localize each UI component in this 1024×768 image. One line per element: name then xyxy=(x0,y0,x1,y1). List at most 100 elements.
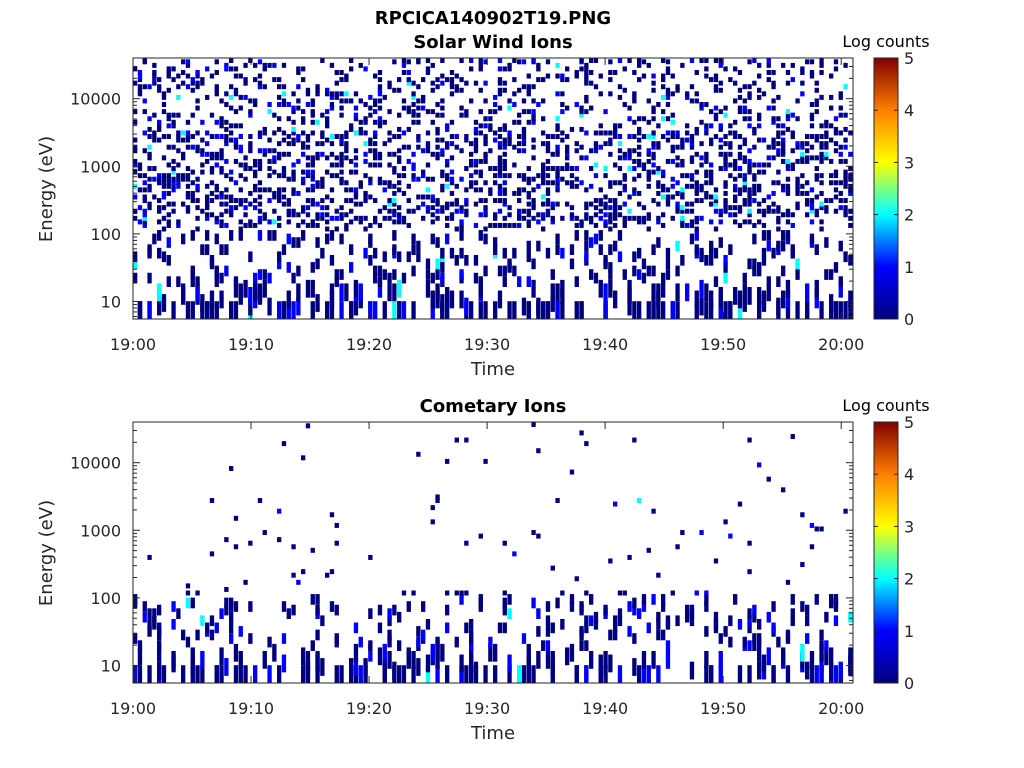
heatmap-cell xyxy=(377,622,383,634)
heatmap-cell xyxy=(517,134,522,140)
heatmap-cell xyxy=(286,176,291,182)
heatmap-cell xyxy=(829,94,834,100)
heatmap-cell xyxy=(699,187,704,193)
heatmap-cell xyxy=(281,173,287,179)
heatmap-cell xyxy=(214,183,219,189)
heatmap-cell xyxy=(142,84,147,90)
heatmap-cell xyxy=(848,166,853,172)
heatmap-cell xyxy=(632,633,637,644)
heatmap-cell xyxy=(305,650,311,669)
heatmap-cell xyxy=(704,151,709,157)
heatmap-cell xyxy=(257,162,263,168)
heatmap-cell xyxy=(569,258,575,270)
heatmap-cell xyxy=(800,144,805,150)
heatmap-cell xyxy=(358,665,363,683)
heatmap-cell xyxy=(445,222,450,228)
heatmap-cell xyxy=(694,98,699,104)
heatmap-cell xyxy=(608,198,613,204)
heatmap-cell xyxy=(709,176,714,182)
heatmap-cell xyxy=(550,151,555,157)
heatmap-cell xyxy=(545,201,551,207)
heatmap-cell xyxy=(795,201,800,207)
heatmap-cell xyxy=(286,116,291,122)
heatmap-cell xyxy=(637,173,642,179)
heatmap-cell xyxy=(661,134,666,140)
heatmap-cell xyxy=(464,208,469,214)
heatmap-cell xyxy=(766,105,771,111)
x-tick-label: 19:50 xyxy=(700,335,746,354)
heatmap-cell xyxy=(243,77,248,83)
heatmap-cell xyxy=(301,180,306,186)
heatmap-cell xyxy=(747,569,752,575)
heatmap-cell xyxy=(181,201,186,207)
heatmap-cell xyxy=(459,87,464,93)
heatmap-cell xyxy=(598,130,603,136)
heatmap-cell xyxy=(512,58,517,63)
heatmap-cell xyxy=(521,665,527,683)
heatmap-cell xyxy=(344,91,349,97)
heatmap-cell xyxy=(589,201,594,207)
heatmap-cell xyxy=(536,533,541,539)
heatmap-cell xyxy=(334,155,339,161)
heatmap-cell xyxy=(421,173,426,179)
heatmap-cell xyxy=(176,183,181,189)
heatmap-cell xyxy=(425,58,431,63)
heatmap-cell xyxy=(824,640,829,651)
heatmap-cell xyxy=(195,105,200,111)
heatmap-cell xyxy=(277,537,282,543)
heatmap-cell xyxy=(483,123,488,129)
heatmap-cell xyxy=(497,162,503,168)
heatmap-cell xyxy=(200,615,205,627)
heatmap-cell xyxy=(349,123,354,129)
heatmap-cell xyxy=(190,265,195,277)
heatmap-cell xyxy=(632,98,637,104)
heatmap-cell xyxy=(214,301,219,319)
heatmap-cell xyxy=(368,640,373,651)
heatmap-cell xyxy=(329,173,335,179)
heatmap-cell xyxy=(598,198,603,204)
heatmap-cell xyxy=(185,73,191,79)
heatmap-cell xyxy=(133,665,138,683)
heatmap-cell xyxy=(608,629,613,641)
heatmap-cell xyxy=(709,240,714,252)
heatmap-cell xyxy=(824,205,829,211)
heatmap-cell xyxy=(238,650,243,669)
heatmap-cell xyxy=(723,626,728,637)
heatmap-cell xyxy=(291,169,296,175)
heatmap-cell xyxy=(541,98,546,104)
heatmap-cell xyxy=(574,276,579,287)
heatmap-cell xyxy=(819,526,824,532)
heatmap-cell xyxy=(565,647,570,666)
heatmap-cell xyxy=(555,201,560,207)
heatmap-cell xyxy=(584,441,589,447)
heatmap-cell xyxy=(166,176,171,182)
heatmap-cell xyxy=(133,66,138,72)
heatmap-cell xyxy=(238,173,243,179)
heatmap-cell xyxy=(752,183,757,189)
heatmap-cell xyxy=(224,158,229,164)
colorbar-tick-label: 0 xyxy=(904,310,914,329)
heatmap-cell xyxy=(632,119,637,125)
heatmap-cell xyxy=(233,137,239,143)
heatmap-cell xyxy=(661,601,666,612)
heatmap-cell xyxy=(377,70,383,75)
heatmap-cell xyxy=(425,141,431,147)
heatmap-cell xyxy=(325,137,330,143)
heatmap-cell xyxy=(185,84,191,90)
heatmap-cell xyxy=(190,276,195,287)
heatmap-cell xyxy=(771,137,776,143)
heatmap-cell xyxy=(742,294,747,312)
heatmap-cell xyxy=(723,301,728,319)
heatmap-cell xyxy=(257,208,263,214)
heatmap-cell xyxy=(569,126,575,132)
heatmap-cell xyxy=(190,144,195,150)
heatmap-cell xyxy=(771,665,776,683)
heatmap-cell xyxy=(387,130,392,136)
heatmap-cell xyxy=(776,240,781,252)
heatmap-cell xyxy=(224,134,229,140)
heatmap-cell xyxy=(848,208,853,214)
heatmap-cell xyxy=(214,119,219,125)
heatmap-cell xyxy=(305,198,311,204)
heatmap-cell xyxy=(555,233,560,245)
heatmap-cell xyxy=(569,215,575,221)
